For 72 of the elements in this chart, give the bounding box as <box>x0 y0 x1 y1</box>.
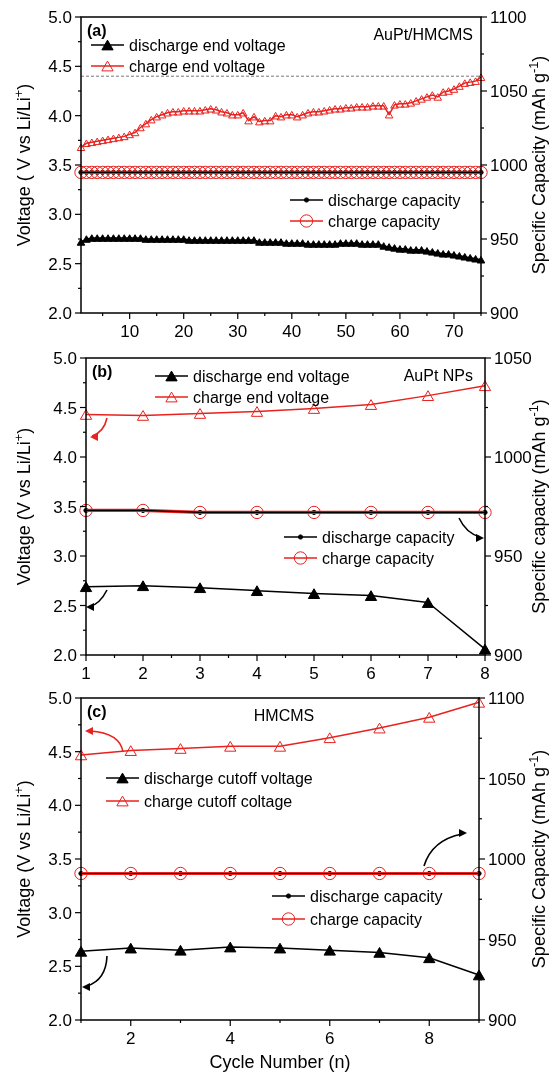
x-tick-label: 40 <box>282 322 302 341</box>
annotation: (c) <box>87 703 107 720</box>
y-tick-label: 2.0 <box>53 646 77 665</box>
y-tick-label: 2.5 <box>53 596 77 616</box>
x-tick-label: 7 <box>423 664 433 683</box>
y-tick-label: 4.5 <box>48 57 72 77</box>
x-tick-label: 2 <box>138 664 148 683</box>
annotation: HMCMS <box>253 707 315 724</box>
x-tick-label: 4 <box>252 664 262 683</box>
x-tick-label: 4 <box>225 1029 235 1048</box>
y-tick-label: 4.0 <box>48 106 72 126</box>
y-tick-label: 4.0 <box>53 448 77 467</box>
y-tick-label: 3.5 <box>53 497 77 517</box>
legend-label: discharge capacity <box>328 191 461 209</box>
y-tick-label: 3.5 <box>48 156 72 175</box>
x-tick-label: 60 <box>390 322 410 341</box>
y2-tick-label: 1050 <box>490 82 528 101</box>
y-tick-label: 3.0 <box>53 547 77 566</box>
y-tick-label: 5.0 <box>48 8 72 27</box>
y2-tick-label: 1000 <box>488 850 526 869</box>
y2-tick-label: 1050 <box>488 769 526 789</box>
y-tick-label: 3.0 <box>48 903 72 923</box>
x-tick-label: 10 <box>120 322 140 341</box>
x-tick-label: 8 <box>480 664 490 683</box>
y2-tick-label: 950 <box>488 930 517 950</box>
x-tick-label: 8 <box>424 1029 434 1048</box>
y-tick-label: 4.0 <box>48 796 72 816</box>
y-tick-label: 2.0 <box>48 304 72 323</box>
y2-tick-label: 900 <box>490 304 519 323</box>
y2-tick-label: 1100 <box>490 8 527 27</box>
legend-label: charge capacity <box>328 212 441 230</box>
x-axis-title: Cycle Number (n) <box>209 1052 351 1072</box>
y-tick-label: 3.5 <box>48 850 72 869</box>
legend-label: charge capacity <box>310 910 423 928</box>
x-tick-label: 1 <box>81 664 91 683</box>
x-tick-label: 20 <box>174 322 194 341</box>
y-tick-label: 5.0 <box>53 349 77 368</box>
y-tick-label: 5.0 <box>48 689 72 708</box>
y2-tick-label: 950 <box>494 547 523 566</box>
x-tick-label: 5 <box>309 664 319 683</box>
legend-label: charge end voltage <box>193 388 330 406</box>
y-tick-label: 2.0 <box>48 1011 72 1030</box>
y-tick-label: 2.5 <box>48 957 72 977</box>
legend-label: charge end voltage <box>129 57 266 75</box>
legend-label: discharge end voltage <box>129 36 286 54</box>
x-tick-label: 70 <box>444 322 464 341</box>
legend-label: charge cutoff coltage <box>144 792 293 810</box>
x-tick-label: 6 <box>325 1029 335 1048</box>
y2-tick-label: 900 <box>488 1011 517 1030</box>
x-tick-label: 3 <box>195 664 205 683</box>
annotation: (b) <box>92 363 113 380</box>
y2-tick-label: 950 <box>490 230 519 249</box>
y-tick-label: 3.0 <box>48 205 72 225</box>
y-tick-label: 2.5 <box>48 254 72 274</box>
legend-label: charge capacity <box>322 549 435 567</box>
annotation: AuPt/HMCMS <box>373 26 473 43</box>
y-tick-label: 4.5 <box>53 398 77 418</box>
x-tick-label: 2 <box>126 1029 136 1048</box>
x-tick-label: 30 <box>228 322 248 341</box>
x-tick-label: 50 <box>336 322 356 341</box>
legend-label: discharge capacity <box>310 887 443 905</box>
annotation: (a) <box>87 22 107 39</box>
annotation: AuPt NPs <box>403 367 474 384</box>
y2-tick-label: 1050 <box>494 349 532 368</box>
legend-label: discharge end voltage <box>193 367 350 385</box>
legend-label: discharge capacity <box>322 528 455 546</box>
legend-label: discharge cutoff voltage <box>144 769 313 787</box>
y2-tick-label: 1000 <box>490 156 528 175</box>
y2-tick-label: 900 <box>494 646 523 665</box>
x-tick-label: 6 <box>366 664 376 683</box>
y2-tick-label: 1100 <box>488 689 525 708</box>
y-tick-label: 4.5 <box>48 742 72 762</box>
